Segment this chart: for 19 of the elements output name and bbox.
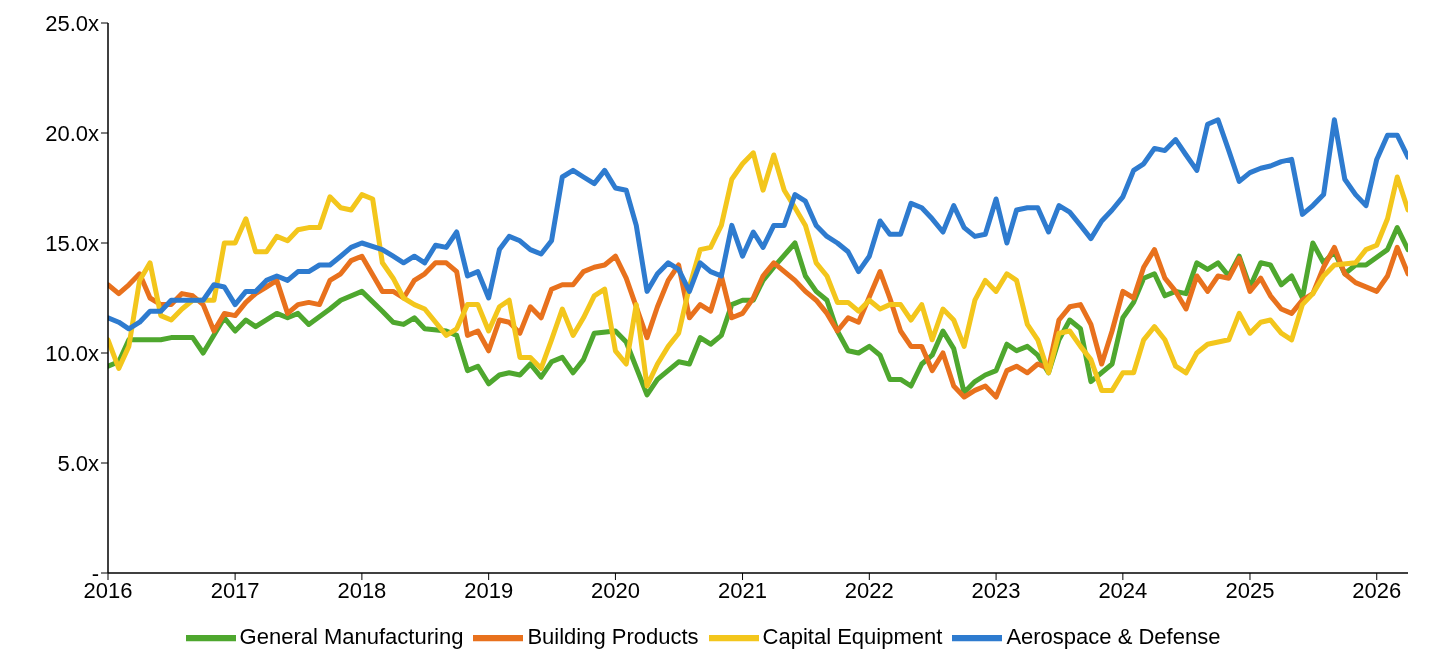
x-tick-label: 2026 — [1352, 577, 1402, 603]
x-tick-label: 2021 — [718, 577, 768, 603]
legend-label: Capital Equipment — [762, 623, 943, 649]
legend-label: Building Products — [527, 623, 699, 649]
x-tick-label: 2018 — [337, 577, 387, 603]
y-tick-label: 10.0x — [45, 340, 99, 366]
x-tick-label: 2019 — [464, 577, 514, 603]
x-tick-label: 2020 — [590, 577, 640, 603]
y-tick-label: 20.0x — [45, 120, 99, 146]
y-tick-label: 5.0x — [57, 450, 99, 476]
x-tick-label: 2022 — [844, 577, 894, 603]
y-tick-label: 15.0x — [45, 230, 99, 256]
legend-label: Aerospace & Defense — [1006, 623, 1221, 649]
legend-label: General Manufacturing — [239, 623, 464, 649]
x-tick-label: 2025 — [1225, 577, 1275, 603]
x-tick-label: 2017 — [210, 577, 260, 603]
x-tick-label: 2023 — [971, 577, 1021, 603]
y-tick-label: 25.0x — [45, 10, 99, 36]
x-tick-label: 2024 — [1098, 577, 1148, 603]
